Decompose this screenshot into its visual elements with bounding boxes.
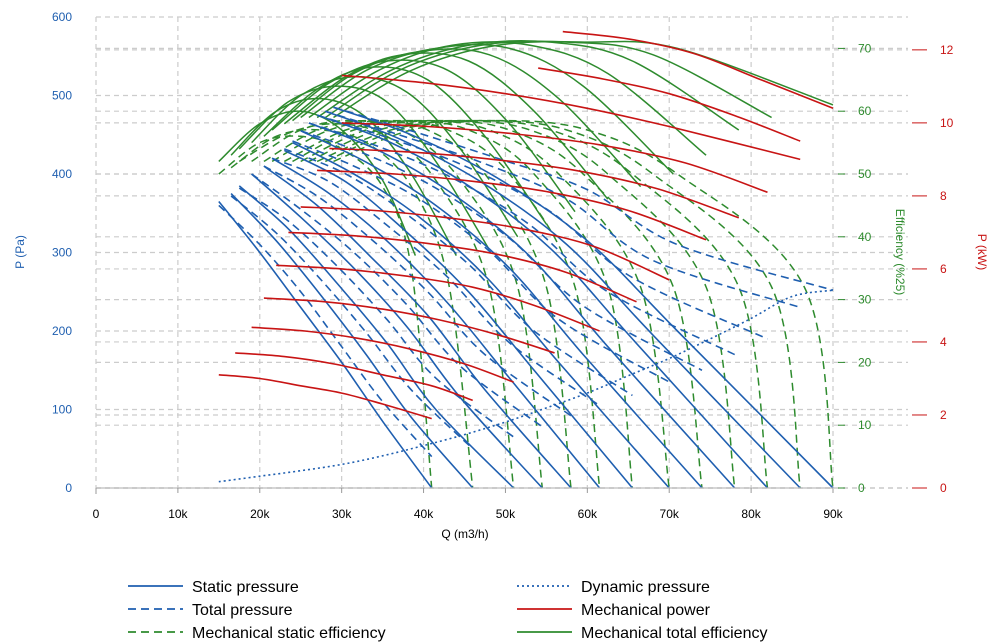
total-pressure-line: [230, 195, 474, 450]
total-pressure-line: [325, 110, 801, 309]
y-tick-label-pressure: 300: [52, 246, 72, 260]
total-pressure-line: [251, 173, 543, 428]
y-tick-label-power: 8: [940, 189, 947, 203]
mechanical-power-line: [341, 74, 801, 161]
static-pressure-line: [283, 149, 634, 489]
y-tick-label-power: 6: [940, 262, 947, 276]
y-tick-label-power: 2: [940, 408, 947, 422]
x-tick-label: 60k: [578, 507, 598, 521]
total-efficiency-line: [271, 59, 576, 213]
static-efficiency-line: [271, 119, 601, 489]
y-axis-label-efficiency: Efficiency (%25): [893, 209, 907, 295]
x-tick-label: 30k: [332, 507, 352, 521]
static-efficiency-line: [333, 119, 834, 489]
total-pressure-line: [238, 187, 515, 438]
x-tick-label: 50k: [496, 507, 516, 521]
axes: 0 10k 20k 30k 40k 50k 60k 70k 80k 90k010020030040…: [52, 10, 954, 521]
x-tick-label: 90k: [823, 507, 843, 521]
legend-label: Mechanical static efficiency: [192, 625, 386, 642]
mechanical-power-line: [538, 67, 801, 142]
mechanical-power-line: [341, 122, 768, 194]
mechanical-power-line: [329, 147, 740, 219]
x-tick-label: 80k: [741, 507, 761, 521]
static-efficiency-line: [218, 135, 433, 489]
static-pressure-line: [251, 173, 543, 489]
static-efficiency-line: [283, 119, 634, 489]
static-efficiency-line: [230, 128, 474, 489]
static-efficiency-line: [325, 119, 801, 489]
y-tick-label-power: 4: [940, 335, 947, 349]
total-efficiency-line: [324, 40, 772, 119]
x-axis-label: Q (m3/h): [441, 527, 488, 541]
static-pressure-line: [292, 141, 670, 489]
total-efficiency-line: [316, 39, 740, 131]
static-pressure-line: [230, 193, 474, 489]
y-tick-label-pressure: 600: [52, 10, 72, 24]
legend-label: Mechanical power: [581, 602, 711, 619]
static-pressure-line: [325, 110, 801, 489]
y-tick-label-pressure: 500: [52, 89, 72, 103]
mechanical-power-line: [251, 326, 514, 383]
total-efficiency-line: [292, 48, 642, 188]
total-pressure-line: [263, 165, 572, 417]
mechanical-power-line: [235, 352, 473, 402]
legend-label: Static pressure: [192, 579, 299, 596]
legend-label: Mechanical total efficiency: [581, 625, 767, 642]
y-tick-label-efficiency: 10: [858, 418, 872, 432]
x-tick-label: 0: [93, 507, 100, 521]
x-tick-label: 10k: [168, 507, 188, 521]
y-axis-label-pressure: P (Pa): [13, 235, 27, 269]
static-pressure-line: [316, 114, 769, 489]
y-tick-label-efficiency: 40: [858, 230, 872, 244]
legend-label: Dynamic pressure: [581, 579, 710, 596]
y-tick-label-power: 12: [940, 43, 954, 57]
y-tick-label-efficiency: 30: [858, 293, 872, 307]
static-efficiency-line: [292, 119, 670, 489]
mechanical-power-line: [288, 231, 637, 303]
static-pressure-line: [263, 165, 572, 489]
y-tick-label-pressure: 100: [52, 403, 72, 417]
mechanical-power-line: [263, 297, 555, 354]
static-pressure-line: [218, 200, 433, 489]
static-pressure-line: [271, 157, 601, 489]
y-tick-label-power: 10: [940, 116, 954, 130]
static-efficiency-line: [251, 119, 544, 489]
x-tick-label: 40k: [414, 507, 434, 521]
y-tick-label-efficiency: 50: [858, 167, 872, 181]
total-pressure-line: [218, 204, 433, 458]
y-tick-label-efficiency: 70: [858, 41, 872, 55]
y-tick-label-pressure: 200: [52, 324, 72, 338]
mechanical-power-line: [562, 30, 834, 110]
legend-label: Total pressure: [192, 602, 293, 619]
total-pressure-line: [308, 122, 736, 356]
mechanical-power-line: [300, 206, 670, 281]
total-pressure-line: [283, 148, 633, 397]
y-tick-label-efficiency: 20: [858, 355, 872, 369]
legend: Static pressure Dynamic pressure Total pre…: [128, 579, 767, 642]
y-tick-label-efficiency: 60: [858, 104, 872, 118]
y-tick-label-power: 0: [940, 481, 947, 495]
static-efficiency-line: [308, 119, 736, 489]
mechanical-power-line: [218, 374, 432, 420]
static-efficiency-line: [238, 123, 515, 489]
total-efficiency-line: [263, 66, 548, 225]
y-tick-label-pressure: 400: [52, 167, 72, 181]
mechanical-power-line: [276, 264, 600, 332]
total-pressure-line: [292, 140, 670, 383]
total-efficiency-line: [333, 40, 834, 119]
x-tick-label: 20k: [250, 507, 270, 521]
y-tick-label-pressure: 0: [65, 481, 72, 495]
total-pressure-line: [271, 157, 601, 407]
plot-curves: [218, 30, 834, 489]
x-tick-label: 70k: [660, 507, 680, 521]
y-axis-label-power: P (kW): [975, 234, 989, 270]
total-pressure-line: [333, 106, 834, 291]
mechanical-power-line: [317, 169, 707, 241]
y-tick-label-efficiency: 0: [858, 481, 865, 495]
static-pressure-line: [238, 185, 515, 489]
static-pressure-line: [333, 106, 834, 489]
